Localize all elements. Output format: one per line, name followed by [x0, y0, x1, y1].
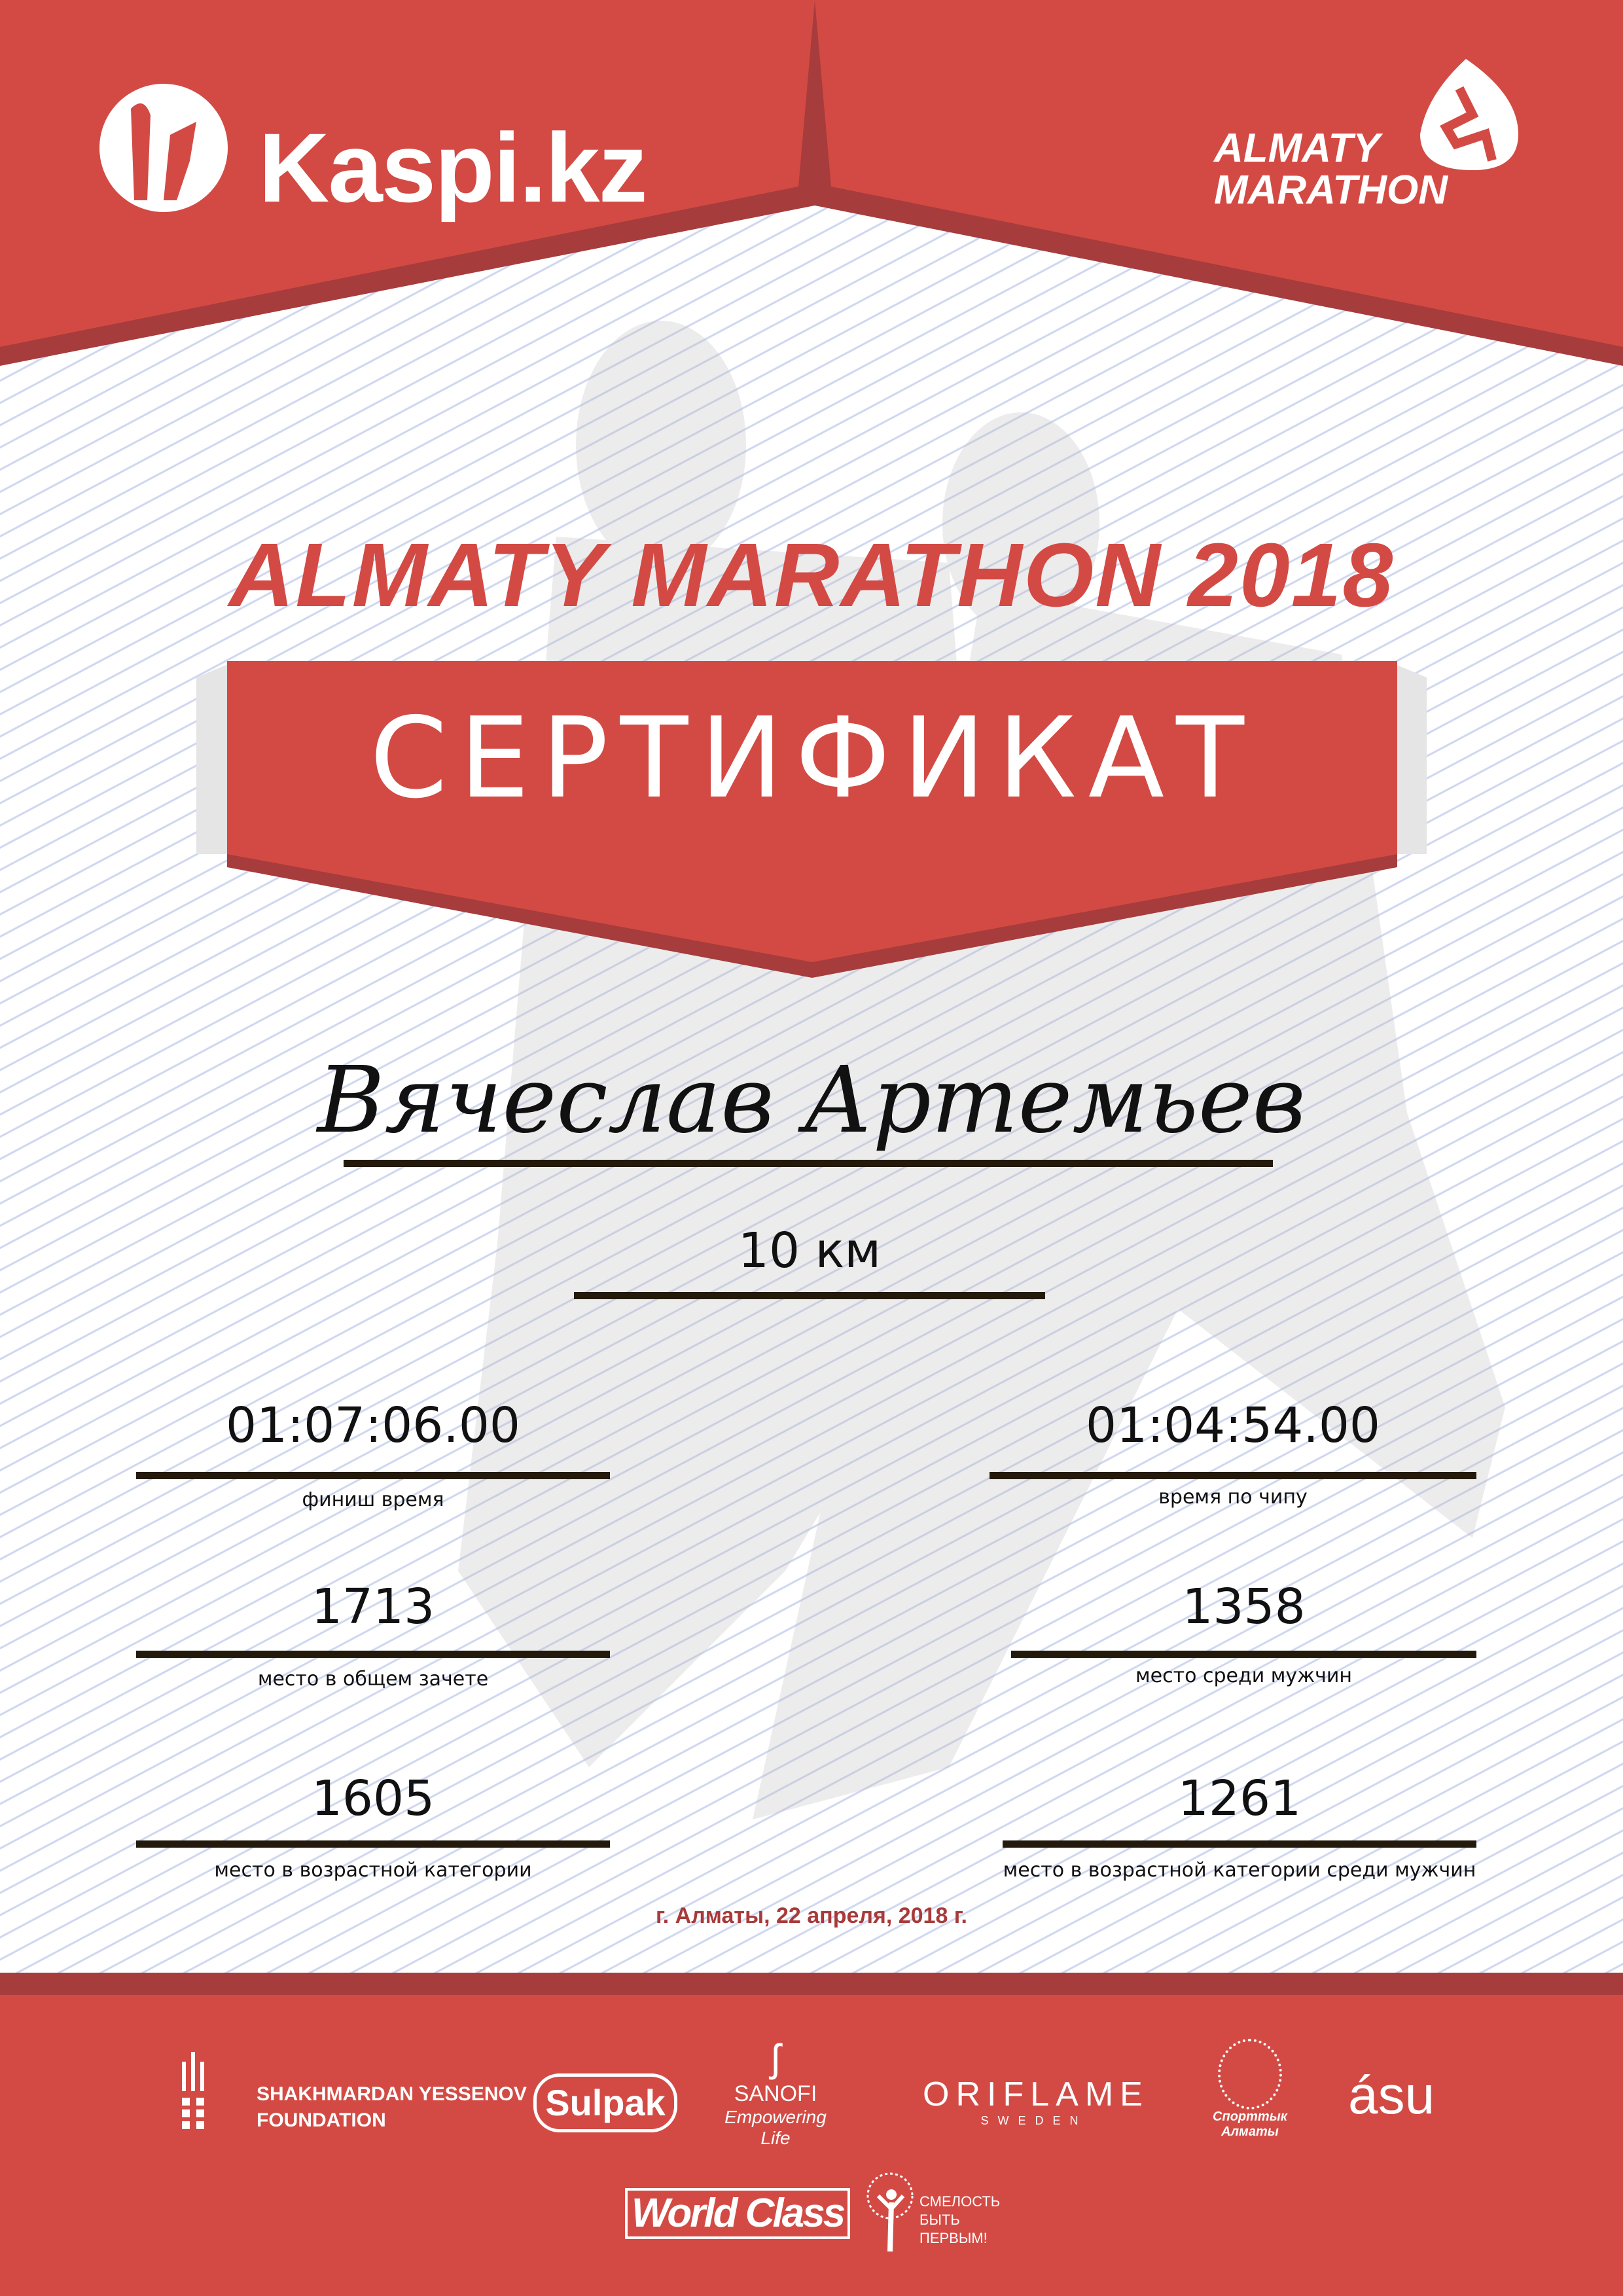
yessenov-logo: SHAKHMARDAN YESSENOV FOUNDATION [257, 2081, 527, 2134]
gender-place-value: 1358 [1182, 1579, 1306, 1635]
sanofi-swirl-icon: ʃ [771, 2036, 780, 2080]
participant-name: Вячеслав Артемьев [317, 1047, 1306, 1154]
sport-almaty-name: Спорттык Алматы [1213, 2109, 1287, 2139]
divider [136, 1840, 610, 1848]
finish-time-label: финиш время [302, 1488, 444, 1511]
sanofi-logo: ʃ SANOFI Empowering Life [720, 2036, 831, 2149]
corporate-fund-logo-icon [866, 2172, 914, 2252]
age-gender-place-label: место в возрастной категории среди мужчи… [1003, 1859, 1476, 1882]
chip-time-label: время по чипу [1158, 1486, 1308, 1509]
sport-almaty-logo: Спорттык Алматы [1204, 2039, 1296, 2140]
distance-underline [574, 1292, 1045, 1299]
divider [1011, 1651, 1476, 1658]
header-banner [0, 0, 1623, 366]
fund-line3: ПЕРВЫМ! [919, 2230, 988, 2246]
sponsors-footer [0, 1973, 1623, 2296]
gender-place-label: место среди мужчин [1135, 1664, 1352, 1687]
divider [990, 1472, 1476, 1479]
sport-almaty-emblem-icon [1218, 2039, 1282, 2109]
fund-line1: СМЕЛОСТЬ [919, 2193, 1001, 2210]
oriflame-logo: ORIFLAME SWEDEN [923, 2075, 1145, 2128]
overall-place-value: 1713 [311, 1579, 435, 1635]
fund-line2: БЫТЬ [919, 2212, 960, 2228]
finish-time-value: 01:07:06.00 [225, 1397, 521, 1454]
yessenov-logo-icon [182, 2052, 204, 2129]
place-date: г. Алматы, 22 апреля, 2018 г. [656, 1903, 967, 1928]
logo-line2: MARATHON [1214, 168, 1448, 213]
distance-value: 10 км [738, 1223, 882, 1279]
almaty-marathon-logo: ALMATY MARATHON [1214, 128, 1448, 211]
runner-drop-icon [1420, 59, 1518, 170]
certificate-heading: СЕРТИФИКАТ [370, 694, 1256, 823]
age-place-label: место в возрастной категории [214, 1859, 532, 1882]
chip-time-value: 01:04:54.00 [1085, 1397, 1381, 1454]
divider [136, 1651, 610, 1658]
asu-logo: ásu [1348, 2066, 1435, 2125]
age-place-value: 1605 [311, 1770, 435, 1827]
sulpak-logo: Sulpak [533, 2073, 677, 2132]
sanofi-name: SANOFI [734, 2081, 817, 2106]
overall-place-label: место в общем зачете [257, 1668, 489, 1691]
kaspi-logo-text: Kaspi.kz [259, 113, 648, 223]
age-gender-place-value: 1261 [1177, 1770, 1302, 1827]
certificate-ribbon [196, 661, 1427, 978]
yessenov-line2: FOUNDATION [257, 2109, 386, 2131]
divider [1003, 1840, 1476, 1848]
worldclass-logo: World Class [625, 2188, 851, 2239]
sanofi-tagline: Empowering Life [724, 2107, 827, 2148]
kaspi-logo-icon [99, 84, 228, 212]
yessenov-line1: SHAKHMARDAN YESSENOV [257, 2083, 527, 2105]
oriflame-name: ORIFLAME [923, 2075, 1149, 2113]
divider [136, 1472, 610, 1479]
corporate-fund-logo: СМЕЛОСТЬ БЫТЬ ПЕРВЫМ! [919, 2193, 1000, 2248]
event-title: ALMATY MARATHON 2018 [228, 525, 1395, 626]
name-underline [344, 1160, 1273, 1167]
logo-line1: ALMATY [1214, 126, 1380, 171]
oriflame-sub: SWEDEN [980, 2114, 1088, 2127]
